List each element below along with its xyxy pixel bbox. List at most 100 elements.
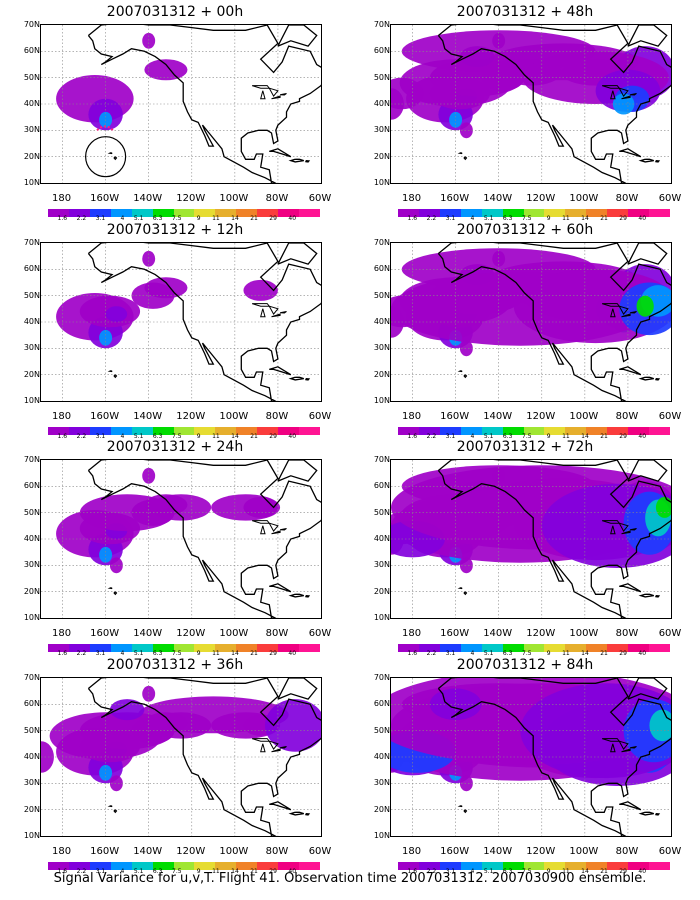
variance-contour xyxy=(142,685,156,702)
colorbar-label: 9 xyxy=(546,215,551,222)
lake-outline xyxy=(630,746,637,749)
lake-outline xyxy=(618,305,629,315)
colorbar-label: 40 xyxy=(638,868,647,875)
map-canvas xyxy=(391,460,671,618)
colorbar-label: 5.1 xyxy=(133,215,144,222)
longitude-label: 80W xyxy=(615,846,639,857)
variance-contour xyxy=(459,122,473,139)
colorbar-swatch xyxy=(194,427,216,435)
coastline xyxy=(437,25,671,183)
colorbar-label: 3.1 xyxy=(445,215,456,222)
coastline xyxy=(457,805,463,808)
longitude-label: 120W xyxy=(176,628,206,639)
colorbar-label: 1.6 xyxy=(57,868,68,875)
colorbar-swatch xyxy=(439,209,461,217)
coastline xyxy=(655,377,661,381)
latitude-label: 40N xyxy=(373,534,390,543)
colorbar-label: 3.1 xyxy=(95,868,106,875)
colorbar-swatch xyxy=(607,427,629,435)
colorbar-swatch xyxy=(89,427,111,435)
lake-outline xyxy=(251,85,271,89)
colorbar-swatch xyxy=(299,644,320,652)
colorbar-label: 1.6 xyxy=(407,650,418,657)
colorbar-swatch xyxy=(418,862,440,870)
colorbar-label: 11 xyxy=(212,215,220,222)
colorbar-swatch xyxy=(628,427,650,435)
colorbar-swatch xyxy=(607,862,629,870)
colorbar-swatch xyxy=(523,862,545,870)
latitude-label: 10N xyxy=(23,831,40,840)
coastline xyxy=(113,809,118,814)
latitude-label: 50N xyxy=(23,290,40,300)
longitude-label: 140W xyxy=(483,846,513,857)
latitude-label: 30N xyxy=(373,343,390,353)
variance-map xyxy=(390,677,672,837)
coastline xyxy=(638,376,654,381)
colorbar-label: 29 xyxy=(619,215,627,222)
lake-outline xyxy=(610,743,616,753)
colorbar-label: 1.6 xyxy=(407,433,418,440)
colorbar-label: 21 xyxy=(250,433,258,440)
colorbar-swatch xyxy=(299,862,320,870)
colorbar-swatch xyxy=(544,427,566,435)
colorbar-label: 3.1 xyxy=(95,215,106,222)
colorbar-label: 11 xyxy=(562,433,570,440)
latitude-label: 30N xyxy=(373,560,390,570)
colorbar-swatch xyxy=(173,862,195,870)
colorbar-label: 3.1 xyxy=(445,650,456,657)
latitude-label: 20N xyxy=(373,804,390,814)
coastline xyxy=(655,159,661,163)
colorbar-label: 6.3 xyxy=(152,868,163,875)
longitude-label: 120W xyxy=(526,193,556,204)
lake-outline xyxy=(260,308,266,318)
longitude-label: 160W xyxy=(440,628,470,639)
coastline xyxy=(457,152,463,155)
lake-outline xyxy=(621,95,631,100)
colorbar-label: 7.5 xyxy=(522,868,532,875)
latitude-label: 20N xyxy=(23,151,40,161)
longitude-label: 80W xyxy=(265,193,289,204)
longitude-label: 160W xyxy=(90,628,120,639)
panel-title: 2007031312 + 36h xyxy=(106,657,244,673)
map-panel: 2007031312 + 60h 70N 60N 50N 40N 30N 20N 10N 180… xyxy=(350,220,681,440)
longitude-label: 120W xyxy=(526,411,556,422)
longitude-label: 100W xyxy=(569,628,599,639)
colorbar-swatch xyxy=(418,644,440,652)
colorbar-label: 5.1 xyxy=(133,868,144,875)
colorbar-label: 21 xyxy=(250,650,258,657)
coastline xyxy=(87,243,321,401)
colorbar-swatch xyxy=(194,862,216,870)
colorbar-swatch xyxy=(131,209,153,217)
colorbar-labels: 1.6 2.2 3.1 4 5.1 6.3 7.5 9 11 14 21 29 40 xyxy=(398,868,646,876)
colorbar-swatch xyxy=(398,644,419,652)
coastline xyxy=(638,811,654,816)
longitude-label: 120W xyxy=(176,846,206,857)
colorbar-label: 29 xyxy=(619,650,627,657)
coastline xyxy=(437,678,671,836)
colorbar-labels: 1.6 2.2 3.1 4 5.1 6.3 7.5 9 11 14 21 29 40 xyxy=(398,650,646,658)
colorbar-label: 21 xyxy=(600,868,608,875)
colorbar-label: 40 xyxy=(288,868,297,875)
colorbar-label: 14 xyxy=(581,868,589,875)
latitude-label: 60N xyxy=(373,699,390,709)
colorbar-swatch xyxy=(460,427,482,435)
map-panel: 2007031312 + 24h 70N 60N 50N 40N 30N 20N 10N 180… xyxy=(0,437,331,657)
coastline xyxy=(619,366,642,376)
longitude-label: 60W xyxy=(658,411,682,422)
longitude-label: 80W xyxy=(615,628,639,639)
colorbar-swatch xyxy=(173,209,195,217)
colorbar-labels: 1.6 2.2 3.1 4 5.1 6.3 7.5 9 11 14 21 29 40 xyxy=(48,215,296,223)
colorbar-swatch xyxy=(68,209,90,217)
latitude-label: 20N xyxy=(373,151,390,161)
colorbar xyxy=(398,209,670,217)
colorbar-swatch xyxy=(68,644,90,652)
coastline xyxy=(113,591,118,596)
colorbar-label: 11 xyxy=(212,868,220,875)
latitude-label: 10N xyxy=(23,396,40,405)
map-panel: 2007031312 + 36h 70N 60N 50N 40N 30N 20N 10N 180… xyxy=(0,655,331,875)
colorbar-label: 1.6 xyxy=(57,433,68,440)
panel-title: 2007031312 + 72h xyxy=(456,439,594,455)
colorbar-label: 21 xyxy=(250,868,258,875)
lake-outline xyxy=(621,748,631,753)
colorbar-label: 40 xyxy=(638,215,647,222)
